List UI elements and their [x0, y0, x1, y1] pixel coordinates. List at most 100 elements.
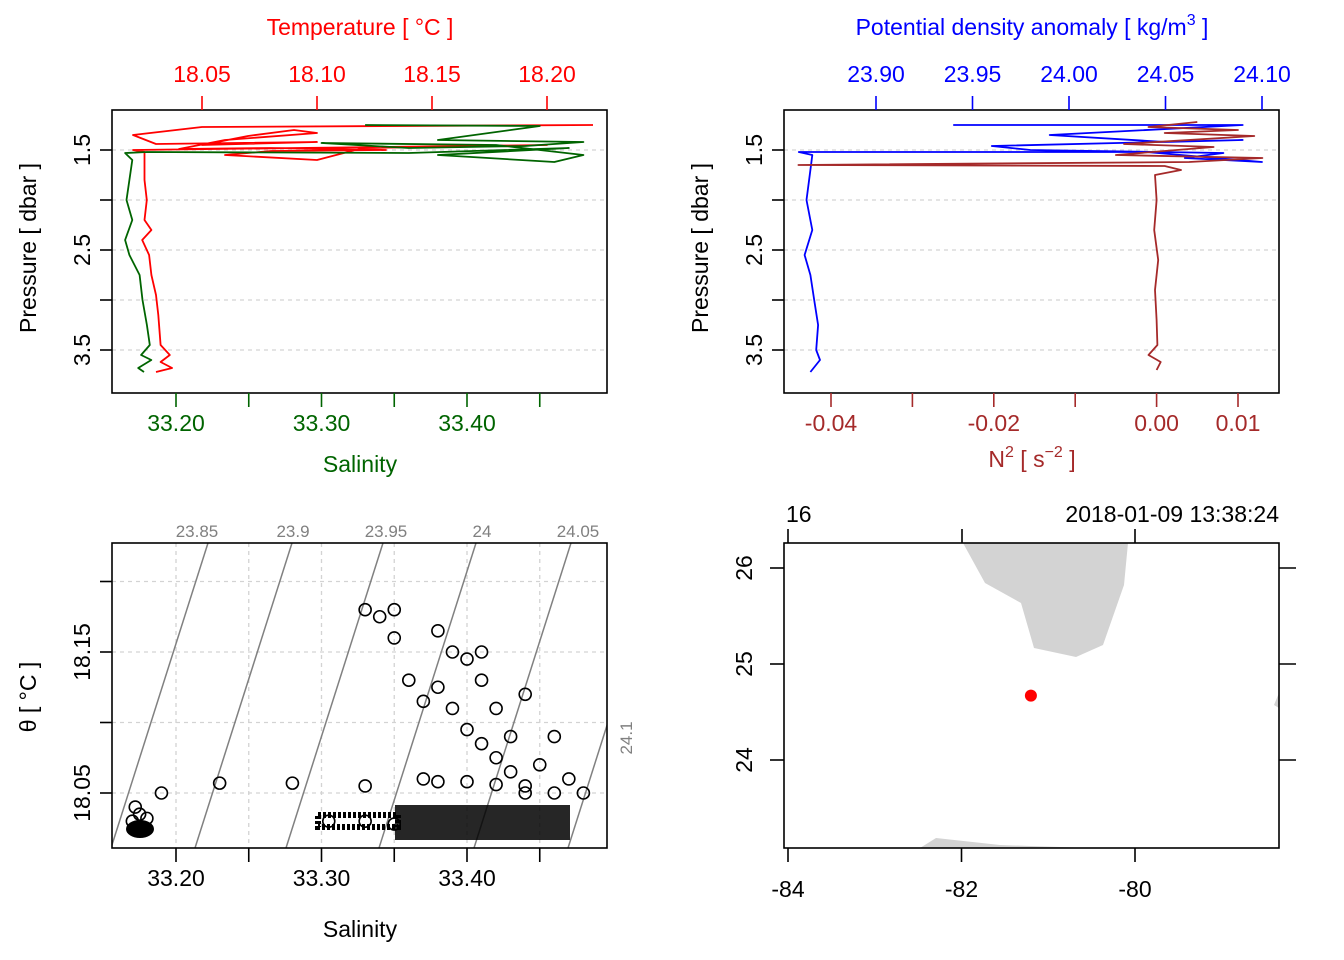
ts-point: [562, 772, 576, 786]
ts-point: [445, 701, 460, 716]
y-tick-label: 2.5: [69, 234, 95, 266]
top-tick-label: 24.00: [1040, 61, 1098, 87]
temperature-profile-line: [132, 124, 594, 373]
n2-profile-line: [797, 121, 1264, 371]
top-tick-label: 18.15: [403, 61, 461, 87]
isopycnal-label: 23.85: [176, 522, 219, 541]
ts-point: [128, 800, 143, 814]
plot-frame: [783, 542, 1280, 849]
top-tick-label: 24.05: [1137, 61, 1195, 87]
ts-point-cluster: [395, 805, 570, 840]
ts-point: [372, 609, 387, 624]
ts-point: [503, 729, 518, 744]
salinity-axis-title: Salinity: [323, 451, 398, 477]
top-tick-label: 18.20: [518, 61, 576, 87]
y-tick-label: 1.5: [741, 134, 767, 166]
ts-point: [489, 777, 503, 792]
station-marker[interactable]: [1024, 689, 1037, 702]
ts-point: [489, 750, 503, 765]
plot-frame: [783, 109, 1280, 394]
ts-point: [547, 729, 562, 744]
ts-point: [518, 779, 533, 793]
ts-point: [416, 772, 431, 786]
ts-point: [532, 757, 547, 772]
bottom-tick-label: -0.04: [805, 410, 858, 436]
land-cuba: [920, 838, 1090, 848]
ts-point: [503, 765, 518, 779]
plot-frame: [111, 109, 608, 394]
bottom-tick-label: 33.20: [147, 410, 205, 436]
lat-tick-label: 24: [731, 747, 757, 773]
bottom-tick-label: 33.30: [293, 410, 351, 436]
lon-tick-label: -80: [1118, 876, 1151, 902]
bottom-tick-label: 33.40: [438, 410, 496, 436]
ts-point: [401, 673, 416, 688]
isopycnal-line: [112, 543, 209, 848]
bottom-tick-label: 33.40: [438, 865, 496, 891]
ts-point: [212, 776, 227, 790]
isopycnal-line: [567, 722, 607, 848]
ts-point: [518, 687, 533, 702]
isopycnal-line: [194, 543, 293, 848]
ts-point: [474, 736, 489, 751]
ts-point: [431, 680, 445, 695]
isopycnal-label: 24.1: [617, 721, 636, 754]
ts-point: [460, 652, 474, 666]
panel-density-n2-profile: Potential density anomaly [ kg/m3 ] 23.9…: [687, 12, 1291, 472]
n2-axis-title: N2 [ s−2 ]: [988, 444, 1075, 472]
pressure-axis-title: Pressure [ dbar ]: [687, 163, 713, 333]
land-florida: [963, 543, 1128, 657]
ts-point: [489, 701, 503, 716]
bottom-tick-label: -0.02: [968, 410, 1020, 436]
isopycnal-label: 24.05: [557, 522, 600, 541]
ts-point: [474, 673, 489, 688]
plot-frame: [111, 542, 608, 849]
lon-tick-label: -84: [771, 876, 804, 902]
ts-point: [431, 624, 445, 638]
station-number-label: 16: [786, 501, 812, 527]
top-tick-label: 23.90: [847, 61, 905, 87]
ts-point: [358, 779, 372, 793]
ts-point: [416, 694, 431, 709]
isopycnal-line: [285, 543, 384, 848]
top-tick-label: 18.05: [173, 61, 231, 87]
top-tick-label: 24.10: [1233, 61, 1291, 87]
isopycnal-label: 23.95: [365, 522, 408, 541]
ts-point-cluster: [126, 820, 154, 838]
ts-point: [460, 722, 474, 737]
y-tick-label: 3.5: [69, 334, 95, 366]
ts-point: [358, 602, 372, 617]
ts-point: [474, 645, 489, 659]
y-tick-label: 1.5: [69, 134, 95, 166]
theta-axis-title: θ [ °C ]: [15, 662, 41, 733]
station-time-label: 2018-01-09 13:38:24: [1065, 501, 1279, 527]
panel-station-map: -84 -82 -80 24 25 26 16 2018-01-09 13:38:24: [731, 501, 1296, 902]
isopycnal-line: [473, 543, 572, 848]
temperature-axis-title: Temperature [ °C ]: [267, 14, 454, 40]
pressure-axis-title: Pressure [ dbar ]: [15, 163, 41, 333]
y-tick-label: 18.05: [69, 764, 95, 822]
isopycnal-label: 23.9: [276, 522, 309, 541]
panel-temperature-salinity-profile: Temperature [ °C ] 18.05 18.10 18.15 18.20 …: [15, 14, 608, 477]
y-tick-label: 3.5: [741, 334, 767, 366]
isopycnal-line: [378, 543, 477, 848]
ts-point: [387, 602, 402, 617]
top-tick-label: 23.95: [944, 61, 1002, 87]
bottom-tick-label: 33.30: [293, 865, 351, 891]
bottom-tick-label: 0.01: [1216, 410, 1261, 436]
ts-point: [460, 774, 474, 789]
ts-point-cluster: [315, 812, 401, 830]
density-axis-title: Potential density anomaly [ kg/m3 ]: [856, 12, 1209, 40]
ts-point: [387, 631, 402, 645]
bottom-tick-label: 0.00: [1134, 410, 1179, 436]
ts-point: [518, 786, 533, 800]
density-profile-line: [797, 124, 1263, 373]
ts-point: [154, 786, 169, 800]
lon-tick-label: -82: [945, 876, 978, 902]
ts-point: [445, 645, 460, 659]
salinity-axis-title: Salinity: [323, 916, 398, 942]
bottom-tick-label: 33.20: [147, 865, 205, 891]
ts-point: [576, 786, 591, 800]
lat-tick-label: 26: [731, 555, 757, 581]
